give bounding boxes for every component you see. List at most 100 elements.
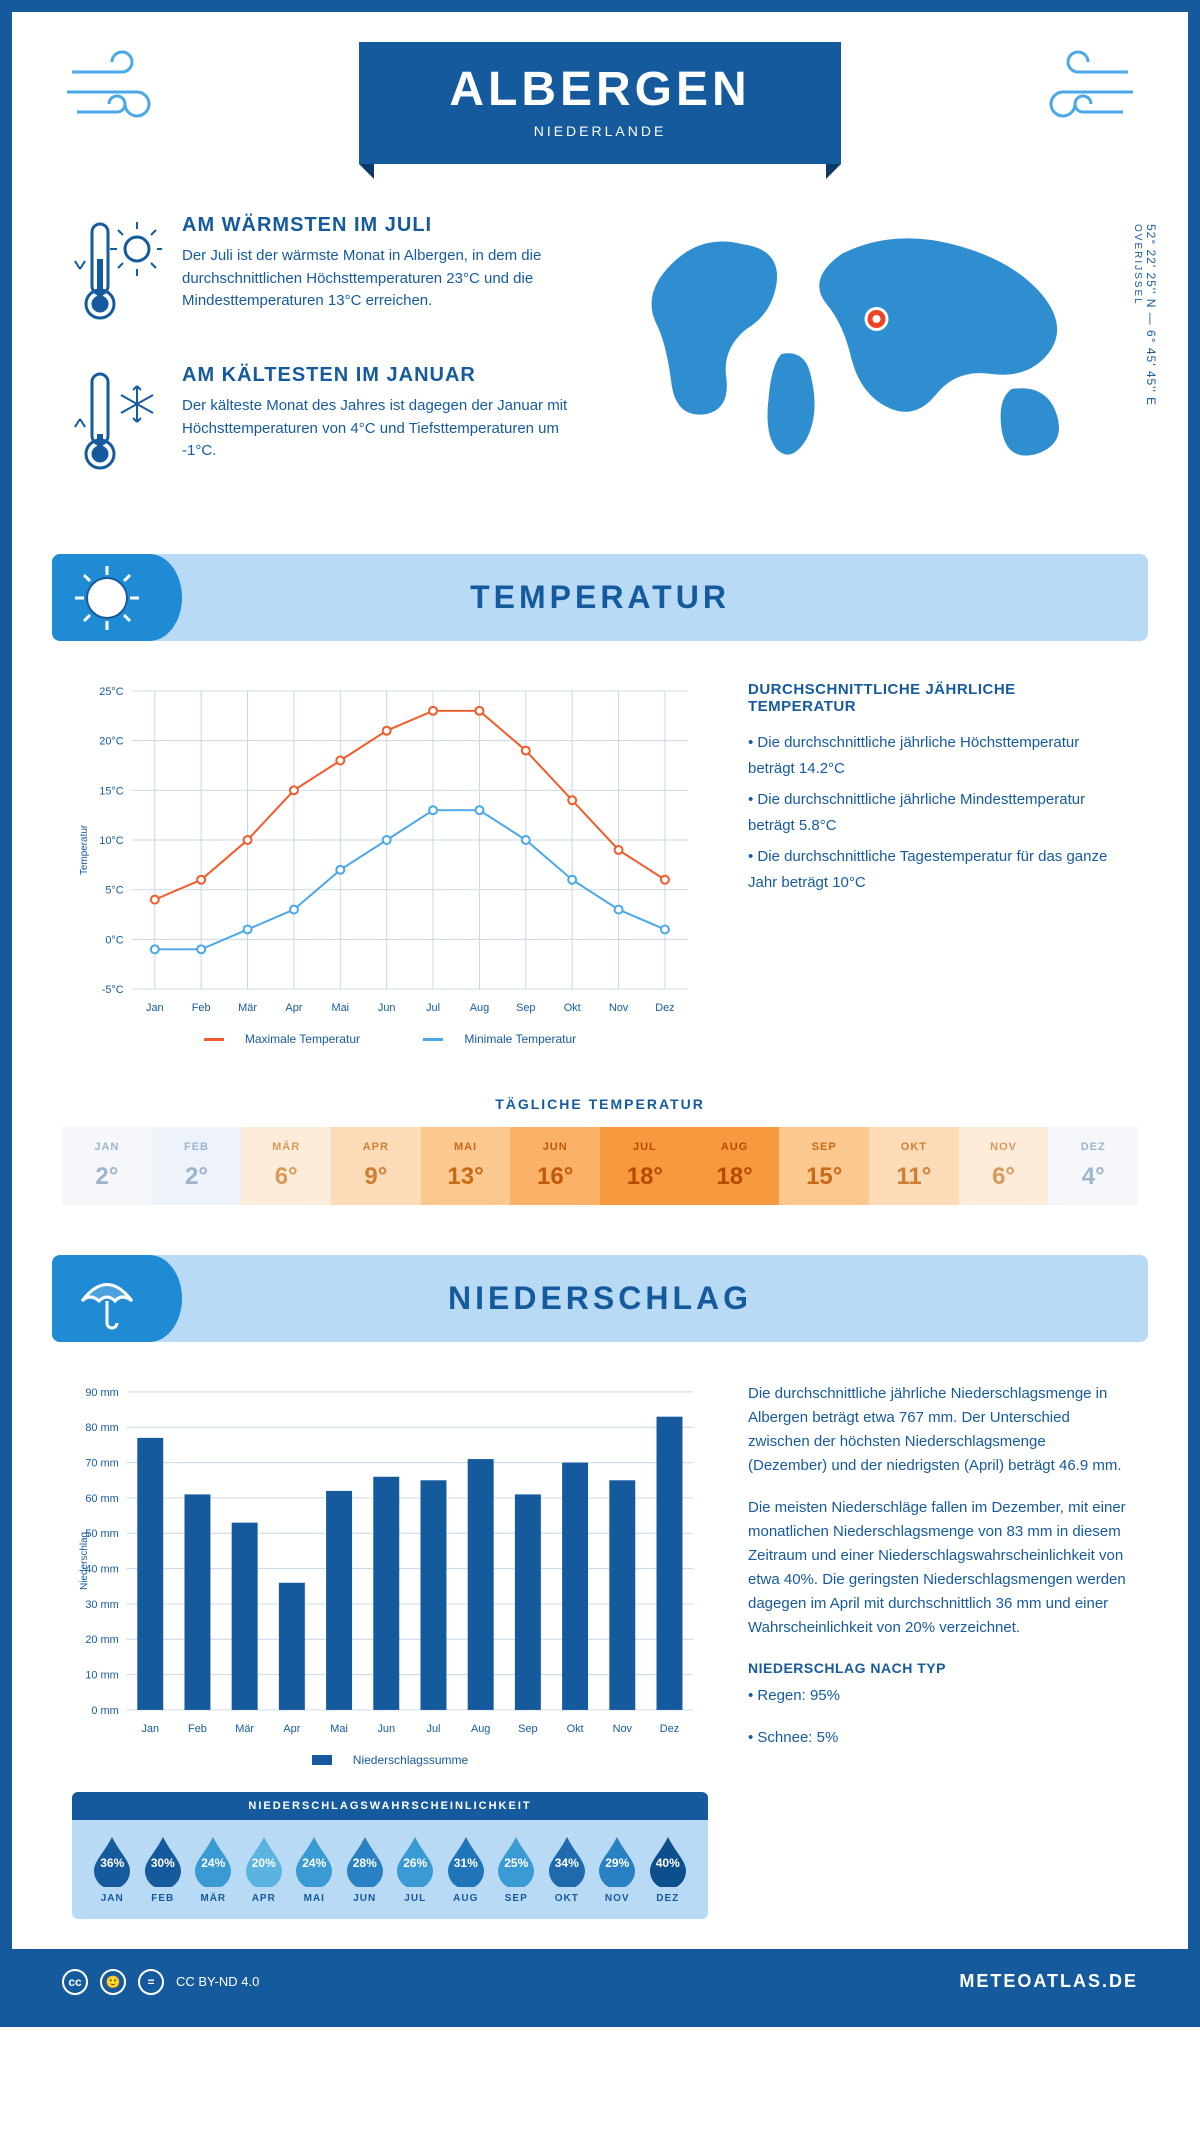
- cc-icon: cc: [62, 1969, 88, 1995]
- svg-text:Apr: Apr: [283, 1723, 300, 1735]
- svg-text:Feb: Feb: [192, 1002, 211, 1014]
- temp-chart-area: -5°C0°C5°C10°C15°C20°C25°CJanFebMärAprMa…: [12, 641, 1188, 1066]
- svg-text:Mai: Mai: [330, 1723, 348, 1735]
- site-name: METEOATLAS.DE: [959, 1971, 1138, 1992]
- cold-title: AM KÄLTESTEN IM JANUAR: [182, 364, 585, 387]
- daily-temp-strip: JAN2°FEB2°MÄR6°APR9°MAI13°JUN16°JUL18°AU…: [62, 1127, 1138, 1205]
- svg-text:50 mm: 50 mm: [85, 1528, 118, 1540]
- svg-text:Apr: Apr: [285, 1002, 302, 1014]
- precip-text: Die durchschnittliche jährliche Niedersc…: [748, 1382, 1128, 1919]
- coordinates: 52° 22' 25'' N — 6° 45' 45'' E OVERIJSSE…: [1130, 224, 1158, 406]
- prob-drop: 25%SEP: [493, 1835, 539, 1904]
- svg-text:Nov: Nov: [609, 1002, 629, 1014]
- svg-text:40 mm: 40 mm: [85, 1563, 118, 1575]
- cold-block: AM KÄLTESTEN IM JANUAR Der kälteste Mona…: [72, 364, 585, 484]
- svg-text:Mai: Mai: [332, 1002, 350, 1014]
- svg-text:80 mm: 80 mm: [85, 1422, 118, 1434]
- temp-cell: AUG18°: [690, 1127, 780, 1205]
- intro-text-col: AM WÄRMSTEN IM JULI Der Juli ist der wär…: [72, 214, 585, 514]
- temp-cell: OKT11°: [869, 1127, 959, 1205]
- temp-cell: SEP15°: [779, 1127, 869, 1205]
- by-icon: 🙂: [100, 1969, 126, 1995]
- temp-cell: JUL18°: [600, 1127, 690, 1205]
- title-banner: ALBERGEN NIEDERLANDE: [359, 42, 840, 164]
- svg-text:15°C: 15°C: [99, 785, 124, 797]
- precip-area: 0 mm10 mm20 mm30 mm40 mm50 mm60 mm70 mm8…: [12, 1342, 1188, 1949]
- wind-icon: [62, 42, 182, 142]
- temp-info-title: DURCHSCHNITTLICHE JÄHRLICHE TEMPERATUR: [748, 681, 1128, 715]
- temp-cell: DEZ4°: [1048, 1127, 1138, 1205]
- prob-drop: 36%JAN: [89, 1835, 135, 1904]
- prob-drop: 29%NOV: [594, 1835, 640, 1904]
- warm-text: Der Juli ist der wärmste Monat in Alberg…: [182, 245, 585, 313]
- daily-temp-title: TÄGLICHE TEMPERATUR: [12, 1096, 1188, 1112]
- svg-text:20 mm: 20 mm: [85, 1634, 118, 1646]
- warm-block: AM WÄRMSTEN IM JULI Der Juli ist der wär…: [72, 214, 585, 334]
- temp-section-banner: TEMPERATUR: [52, 554, 1148, 641]
- svg-text:0 mm: 0 mm: [91, 1705, 118, 1717]
- temp-cell: NOV6°: [959, 1127, 1049, 1205]
- prob-drop: 20%APR: [241, 1835, 287, 1904]
- header: ALBERGEN NIEDERLANDE: [12, 12, 1188, 174]
- svg-text:Niederschlag: Niederschlag: [79, 1532, 90, 1590]
- svg-text:Nov: Nov: [613, 1723, 633, 1735]
- svg-text:Jun: Jun: [377, 1723, 395, 1735]
- svg-text:Jul: Jul: [426, 1002, 440, 1014]
- temp-info: DURCHSCHNITTLICHE JÄHRLICHE TEMPERATUR •…: [748, 681, 1128, 1046]
- footer: cc 🙂 = CC BY-ND 4.0 METEOATLAS.DE: [12, 1949, 1188, 2015]
- svg-text:Sep: Sep: [516, 1002, 535, 1014]
- temp-cell: JAN2°: [62, 1127, 152, 1205]
- svg-text:60 mm: 60 mm: [85, 1493, 118, 1505]
- svg-text:Dez: Dez: [655, 1002, 674, 1014]
- temp-legend: Maximale Temperatur Minimale Temperatur: [72, 1032, 708, 1046]
- svg-text:20°C: 20°C: [99, 736, 124, 748]
- precip-bar-chart: 0 mm10 mm20 mm30 mm40 mm50 mm60 mm70 mm8…: [72, 1382, 708, 1740]
- prob-drop: 24%MÄR: [190, 1835, 236, 1904]
- license: cc 🙂 = CC BY-ND 4.0: [62, 1969, 259, 1995]
- warm-title: AM WÄRMSTEN IM JULI: [182, 214, 585, 237]
- svg-text:Okt: Okt: [567, 1723, 584, 1735]
- umbrella-icon: [72, 1263, 142, 1333]
- svg-text:10 mm: 10 mm: [85, 1669, 118, 1681]
- intro-section: AM WÄRMSTEN IM JULI Der Juli ist der wär…: [12, 174, 1188, 534]
- location-title: ALBERGEN: [449, 62, 750, 117]
- svg-text:Aug: Aug: [471, 1723, 490, 1735]
- svg-text:25°C: 25°C: [99, 686, 124, 698]
- svg-text:Jul: Jul: [426, 1723, 440, 1735]
- svg-text:90 mm: 90 mm: [85, 1387, 118, 1399]
- svg-text:Temperatur: Temperatur: [79, 824, 90, 875]
- svg-text:-5°C: -5°C: [102, 984, 124, 996]
- thermometer-sun-icon: [72, 214, 162, 334]
- svg-text:10°C: 10°C: [99, 835, 124, 847]
- temp-line-chart: -5°C0°C5°C10°C15°C20°C25°CJanFebMärAprMa…: [72, 681, 708, 1046]
- svg-text:Aug: Aug: [470, 1002, 489, 1014]
- svg-text:Mär: Mär: [238, 1002, 257, 1014]
- location-country: NIEDERLANDE: [449, 123, 750, 139]
- sun-icon: [72, 563, 142, 633]
- svg-text:Okt: Okt: [564, 1002, 581, 1014]
- precip-left-col: 0 mm10 mm20 mm30 mm40 mm50 mm60 mm70 mm8…: [72, 1382, 708, 1919]
- svg-text:30 mm: 30 mm: [85, 1599, 118, 1611]
- prob-drop: 26%JUL: [392, 1835, 438, 1904]
- precip-heading: NIEDERSCHLAG: [52, 1280, 1148, 1317]
- prob-drop: 34%OKT: [544, 1835, 590, 1904]
- prob-title: NIEDERSCHLAGSWAHRSCHEINLICHKEIT: [72, 1792, 708, 1820]
- temp-heading: TEMPERATUR: [52, 579, 1148, 616]
- precip-section-banner: NIEDERSCHLAG: [52, 1255, 1148, 1342]
- svg-text:5°C: 5°C: [105, 885, 123, 897]
- probability-box: NIEDERSCHLAGSWAHRSCHEINLICHKEIT 36%JAN30…: [72, 1792, 708, 1919]
- svg-text:Jan: Jan: [146, 1002, 164, 1014]
- temp-cell: FEB2°: [152, 1127, 242, 1205]
- prob-drop: 31%AUG: [443, 1835, 489, 1904]
- temp-cell: MAI13°: [421, 1127, 511, 1205]
- prob-drop: 40%DEZ: [645, 1835, 691, 1904]
- world-map-icon: [615, 214, 1128, 474]
- prob-drop: 28%JUN: [342, 1835, 388, 1904]
- nd-icon: =: [138, 1969, 164, 1995]
- map-col: 52° 22' 25'' N — 6° 45' 45'' E OVERIJSSE…: [615, 214, 1128, 514]
- svg-text:Jun: Jun: [378, 1002, 396, 1014]
- svg-text:Sep: Sep: [518, 1723, 537, 1735]
- precip-legend: Niederschlagssumme: [72, 1753, 708, 1767]
- temp-cell: MÄR6°: [241, 1127, 331, 1205]
- wind-icon: [1018, 42, 1138, 142]
